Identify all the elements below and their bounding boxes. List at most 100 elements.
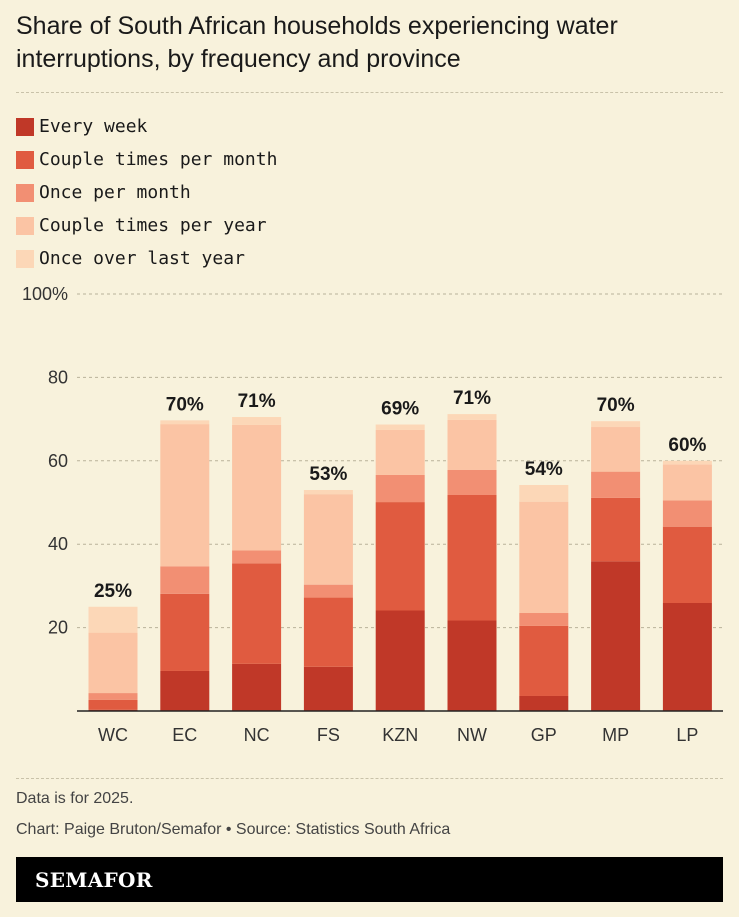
- bar-stack-wc: [88, 606, 138, 711]
- bar-total-label: 70%: [597, 395, 635, 416]
- bar-segment: [447, 419, 497, 470]
- divider-bottom: [16, 778, 723, 779]
- bar-total-label: 54%: [525, 459, 563, 480]
- bar-segment: [591, 497, 641, 562]
- bar-segment: [303, 584, 353, 598]
- bar-segment: [447, 494, 497, 621]
- bar-segment: [160, 593, 210, 671]
- legend-swatch: [16, 150, 34, 169]
- bar-total-label: 70%: [166, 394, 204, 415]
- bar-segment: [375, 429, 425, 475]
- bar-segment: [519, 501, 569, 614]
- y-tick-label: 100%: [22, 284, 68, 304]
- bar-segment: [88, 606, 138, 633]
- x-tick-label: LP: [676, 725, 698, 745]
- bar-segment: [519, 625, 569, 696]
- bar-segment: [447, 469, 497, 495]
- y-tick-label: 80: [48, 367, 68, 387]
- bar-segment: [88, 699, 138, 710]
- bar-segment: [303, 666, 353, 711]
- legend-item-every-week: Every week: [16, 110, 277, 143]
- x-tick-label: KZN: [382, 725, 418, 745]
- stacked-bar-chart: 20 40 60 80 100% 25% WC 70% EC 71% NC 53% FS 69% KZN 71…: [22, 284, 723, 745]
- bar-segment: [662, 526, 712, 603]
- legend-label: Once per month: [39, 182, 191, 203]
- bar-segment: [375, 610, 425, 711]
- bar-stack-mp: [591, 421, 641, 711]
- bar-segment: [662, 460, 712, 465]
- bar-segment: [447, 414, 497, 420]
- bar-segment: [519, 695, 569, 711]
- bar-total-label: 53%: [309, 464, 347, 485]
- bar-segment: [303, 489, 353, 495]
- bar-segment: [160, 670, 210, 711]
- bar-segment: [232, 663, 282, 711]
- brand-logo: SEMAFOR: [35, 868, 153, 892]
- bar-segment: [591, 427, 641, 472]
- bar-segment: [591, 471, 641, 498]
- legend-item-once-per-month: Once per month: [16, 176, 277, 209]
- legend-item-once-over-last-year: Once over last year: [16, 242, 277, 275]
- divider-top: [16, 92, 723, 93]
- bar-segment: [232, 417, 282, 425]
- bar-segment: [662, 500, 712, 527]
- bar-total-label: 71%: [453, 388, 491, 409]
- bar-segment: [447, 620, 497, 711]
- bar-stack-ec: [160, 420, 210, 711]
- legend-swatch: [16, 216, 34, 235]
- bar-stack-nw: [447, 414, 497, 711]
- legend-item-couple-times-per-month: Couple times per month: [16, 143, 277, 176]
- bar-stack-nc: [232, 417, 282, 711]
- x-tick-label: FS: [317, 725, 340, 745]
- bar-segment: [375, 502, 425, 611]
- bar-segment: [662, 602, 712, 711]
- bar-segment: [375, 424, 425, 430]
- bar-segment: [232, 424, 282, 551]
- y-tick-label: 60: [48, 451, 68, 471]
- x-tick-label: EC: [172, 725, 197, 745]
- bar-segment: [303, 494, 353, 585]
- bar-segment: [232, 550, 282, 564]
- bar-total-label: 69%: [381, 399, 419, 420]
- bar-segment: [519, 484, 569, 502]
- legend-swatch: [16, 117, 34, 136]
- bar-segment: [160, 424, 210, 567]
- bar-segment: [160, 420, 210, 425]
- x-tick-label: WC: [98, 725, 128, 745]
- bar-total-label: 25%: [94, 581, 132, 602]
- chart-title: Share of South African households experi…: [16, 12, 618, 73]
- legend-label: Couple times per year: [39, 215, 267, 236]
- bar-stack-kzn: [375, 424, 425, 711]
- footnote: Data is for 2025.: [16, 790, 134, 807]
- x-tick-label: NW: [457, 725, 487, 745]
- legend-label: Every week: [39, 116, 148, 137]
- x-tick-label: GP: [531, 725, 557, 745]
- bar-segment: [375, 474, 425, 503]
- bar-stack-gp: [519, 484, 569, 711]
- legend-swatch: [16, 249, 34, 268]
- bar-segment: [519, 613, 569, 626]
- bar-segment: [88, 693, 138, 700]
- legend-item-couple-times-per-year: Couple times per year: [16, 209, 277, 242]
- legend: Every week Couple times per month Once p…: [16, 110, 277, 275]
- legend-label: Once over last year: [39, 248, 245, 269]
- bar-stack-lp: [662, 460, 712, 711]
- bar-total-label: 71%: [238, 391, 276, 412]
- legend-label: Couple times per month: [39, 149, 278, 170]
- x-tick-label: MP: [602, 725, 629, 745]
- bar-segment: [591, 421, 641, 428]
- y-tick-label: 20: [48, 618, 68, 638]
- brand-bar: SEMAFOR: [16, 857, 723, 902]
- bar-stack-fs: [303, 489, 353, 711]
- bar-segment: [232, 563, 282, 664]
- bar-segment: [160, 566, 210, 594]
- bar-total-label: 60%: [668, 435, 706, 456]
- x-tick-label: NC: [244, 725, 270, 745]
- bar-segment: [88, 632, 138, 694]
- bar-segment: [303, 597, 353, 667]
- credit-line: Chart: Paige Bruton/Semafor • Source: St…: [16, 821, 451, 838]
- bar-segment: [662, 464, 712, 501]
- legend-swatch: [16, 183, 34, 202]
- bar-segment: [591, 561, 641, 711]
- y-tick-label: 40: [48, 534, 68, 554]
